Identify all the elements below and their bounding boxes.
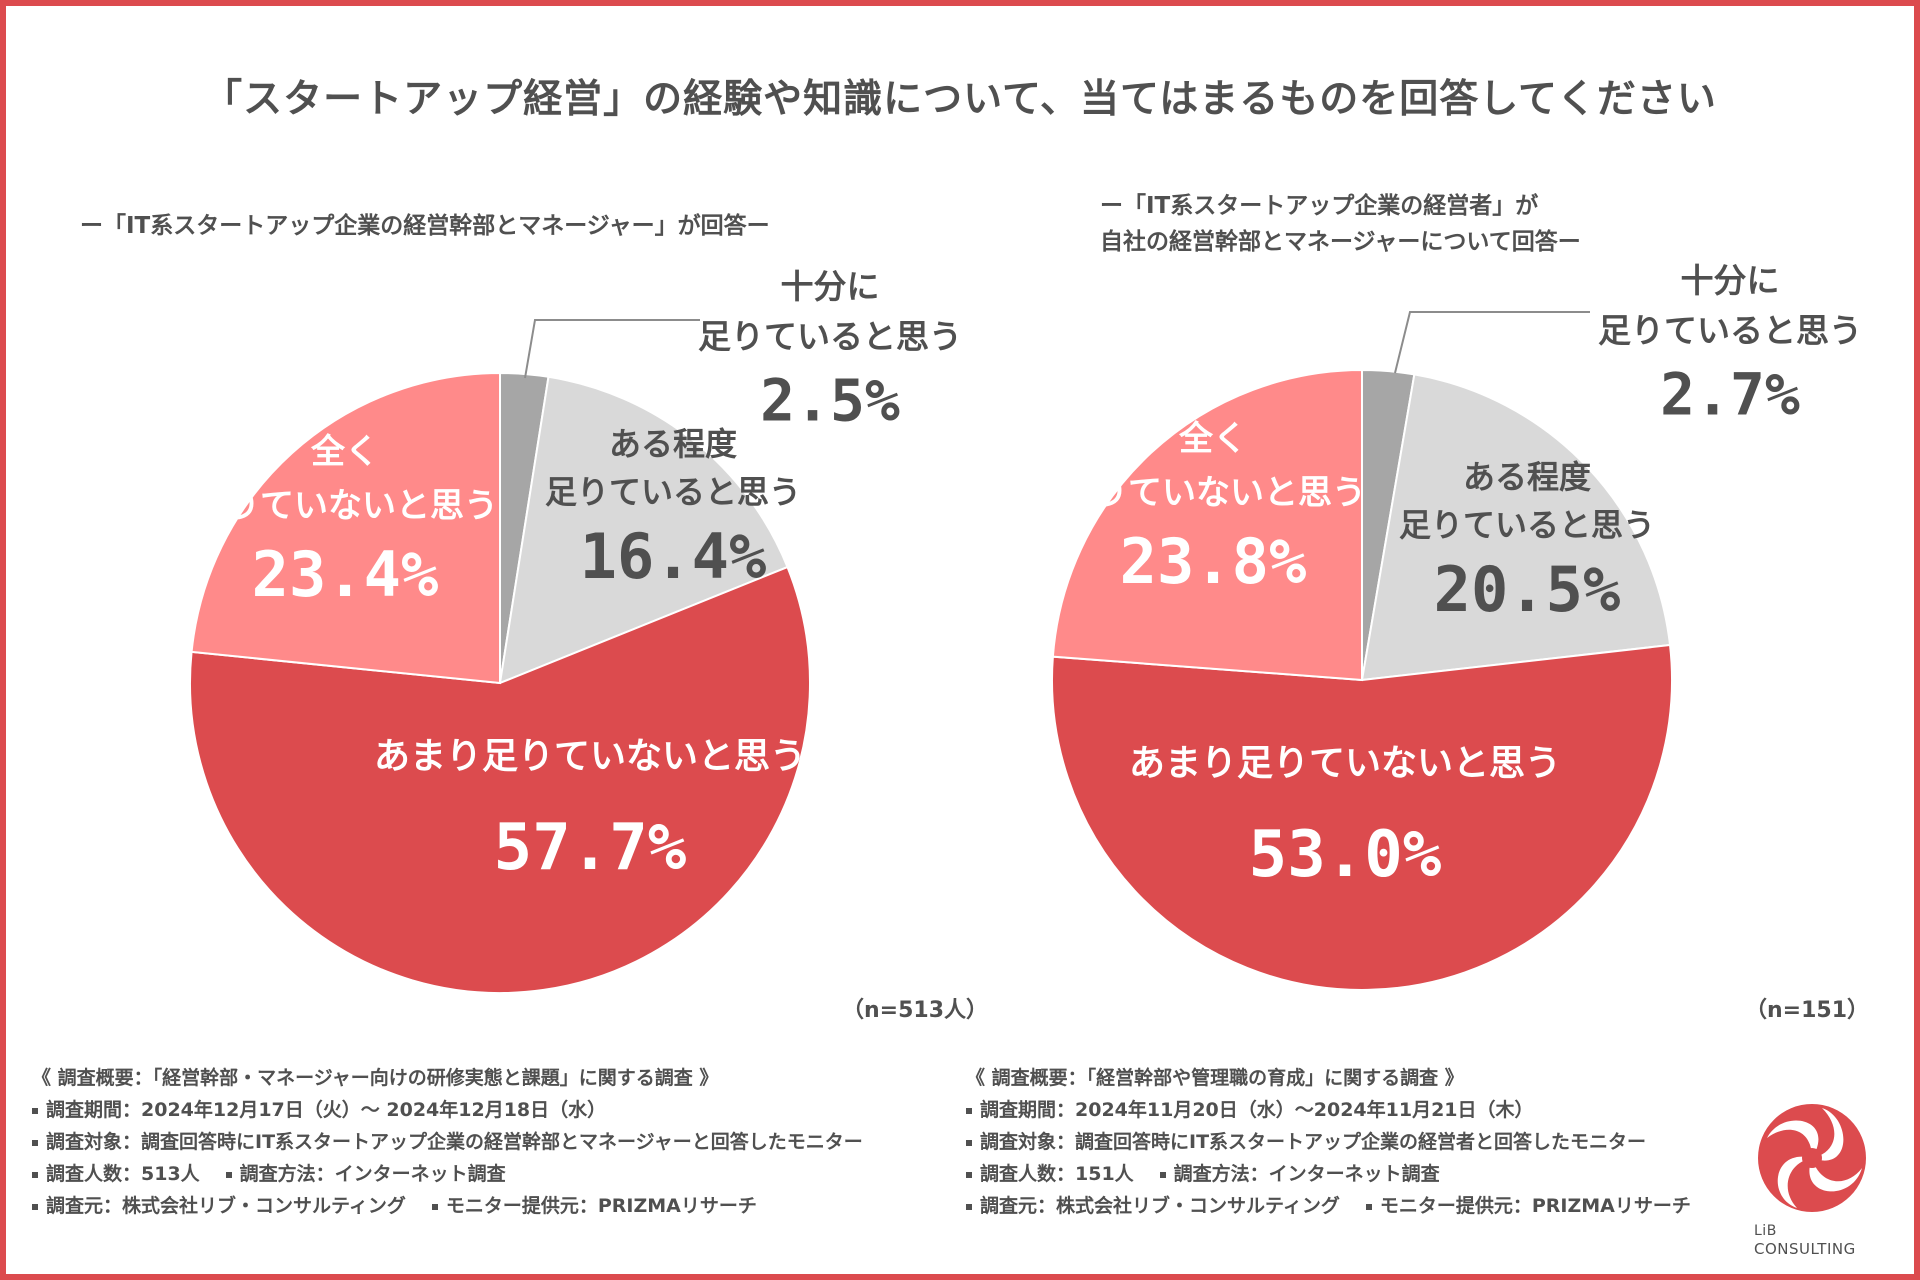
- survey-method: 調査方法：インターネット調査: [1173, 1163, 1440, 1185]
- bullet-icon: [966, 1203, 972, 1210]
- slice-label-text: 全く: [1178, 419, 1247, 459]
- survey-count: 調査人数：151人: [980, 1163, 1134, 1185]
- leader-line: [1394, 311, 1590, 374]
- slice-value-not-much: 57.7%: [494, 811, 687, 885]
- slice-label-text: ある程度: [1463, 458, 1591, 496]
- bullet-icon: [966, 1107, 972, 1114]
- survey-period: 調査期間：2024年11月20日（水）～2024年11月21日（木）: [980, 1099, 1534, 1121]
- slice-label-text: 足りていないと思う: [192, 486, 498, 526]
- survey-heading: 《 調査概要：「経営幹部や管理職の育成」に関する調査 》: [966, 1067, 1464, 1089]
- bullet-icon: [1159, 1171, 1166, 1178]
- slice-label-text: 足りていると思う: [698, 317, 962, 356]
- bullet-icon: [1365, 1203, 1372, 1210]
- bullet-icon: [32, 1171, 38, 1178]
- bullet-icon: [966, 1139, 972, 1146]
- bullet-icon: [32, 1139, 38, 1146]
- survey-period: 調査期間：2024年12月17日（火）～ 2024年12月18日（水）: [46, 1099, 607, 1121]
- right-survey-summary: 《 調査概要：「経営幹部や管理職の育成」に関する調査 》 調査期間：2024年1…: [966, 1062, 1746, 1222]
- logo-text-consulting: CONSULTING: [1754, 1240, 1856, 1258]
- slice-value-somewhat: 20.5%: [1434, 553, 1621, 626]
- bullet-icon: [32, 1203, 38, 1210]
- slice-label-text: 足りていると思う: [545, 473, 801, 511]
- slice-label-not-much: あまり足りていないと思う 53.0%: [1129, 743, 1561, 892]
- right-chart-subtitle: ー「IT系スタートアップ企業の経営者」が 自社の経営幹部とマネージャーについて回…: [1100, 188, 1581, 260]
- slice-label-text: 十分に: [1681, 261, 1780, 300]
- slice-label-text: 足りていると思う: [1598, 311, 1862, 350]
- slice-value-not-at-all: 23.8%: [1120, 525, 1307, 598]
- left-chart-subtitle: ー「IT系スタートアップ企業の経営幹部とマネージャー」が回答ー: [80, 208, 770, 244]
- bullet-icon: [431, 1203, 438, 1210]
- bullet-icon: [966, 1171, 972, 1178]
- logo-text-lib: LiB: [1754, 1223, 1777, 1239]
- pie-chart-2: 十分に足りていると思う2.7%ある程度足りていると思う20.5%あまり足りていな…: [1051, 261, 1862, 991]
- survey-source-row: 調査元：株式会社リブ・コンサルティング モニター提供元：PRIZMAリサーチ: [32, 1190, 932, 1222]
- right-subtitle-line-2: 自社の経営幹部とマネージャーについて回答ー: [1100, 229, 1581, 255]
- slice-value-not-at-all: 23.4%: [252, 538, 439, 611]
- slice-label-text: ある程度: [609, 425, 737, 463]
- left-survey-summary: 《 調査概要：「経営幹部・マネージャー向けの研修実態と課題」に関する調査 》 調…: [32, 1062, 932, 1222]
- pie-slice-not-at-all: [1051, 368, 1363, 682]
- slice-value-not-much: 53.0%: [1249, 818, 1442, 892]
- slice-value-enough: 2.5%: [760, 367, 900, 435]
- pie-slice-not-much: [1051, 643, 1673, 991]
- survey-method: 調査方法：インターネット調査: [239, 1163, 506, 1185]
- survey-count-row: 調査人数：513人 調査方法：インターネット調査: [32, 1158, 932, 1190]
- leader-line: [524, 319, 700, 379]
- survey-target: 調査対象：調査回答時にIT系スタートアップ企業の経営者と回答したモニター: [980, 1131, 1647, 1153]
- slice-label-text: 足りていると思う: [1399, 506, 1655, 544]
- survey-period-row: 調査期間：2024年12月17日（火）～ 2024年12月18日（水）: [32, 1094, 932, 1126]
- left-subtitle-line: ー「IT系スタートアップ企業の経営幹部とマネージャー」が回答ー: [80, 213, 770, 239]
- right-sample-size: （n=151）: [1745, 998, 1870, 1023]
- slice-label-text: 全く: [310, 432, 379, 472]
- pie-slice-not-at-all: [190, 371, 501, 685]
- survey-source-row: 調査元：株式会社リブ・コンサルティング モニター提供元：PRIZMAリサーチ: [966, 1190, 1746, 1222]
- right-subtitle-line-1: ー「IT系スタートアップ企業の経営者」が: [1100, 193, 1539, 219]
- bullet-icon: [32, 1107, 38, 1114]
- left-sample-size: （n=513人）: [842, 998, 989, 1023]
- slice-value-somewhat: 16.4%: [580, 520, 767, 593]
- lib-consulting-logo-icon: [1758, 1104, 1866, 1212]
- survey-provider: モニター提供元：PRIZMAリサーチ: [1379, 1195, 1691, 1217]
- slice-value-enough: 2.7%: [1660, 361, 1800, 429]
- survey-provider: モニター提供元：PRIZMAリサーチ: [445, 1195, 757, 1217]
- survey-target-row: 調査対象：調査回答時にIT系スタートアップ企業の経営者と回答したモニター: [966, 1126, 1746, 1158]
- slice-label-text: 足りていないと思う: [1060, 473, 1366, 513]
- survey-target: 調査対象：調査回答時にIT系スタートアップ企業の経営幹部とマネージャーと回答した…: [46, 1131, 863, 1153]
- survey-count: 調査人数：513人: [46, 1163, 200, 1185]
- survey-count-row: 調査人数：151人 調査方法：インターネット調査: [966, 1158, 1746, 1190]
- survey-target-row: 調査対象：調査回答時にIT系スタートアップ企業の経営幹部とマネージャーと回答した…: [32, 1126, 932, 1158]
- slice-label-text: あまり足りていないと思う: [1129, 743, 1561, 784]
- slice-label-text: 十分に: [781, 267, 880, 306]
- page-title: 「スタートアップ経営」の経験や知識について、当てはまるものを回答してください: [203, 77, 1717, 122]
- survey-heading: 《 調査概要：「経営幹部・マネージャー向けの研修実態と課題」に関する調査 》: [32, 1067, 719, 1089]
- slice-label-not-much: あまり足りていないと思う 57.7%: [374, 736, 806, 885]
- survey-source: 調査元：株式会社リブ・コンサルティング: [46, 1195, 406, 1217]
- slice-label-text: あまり足りていないと思う: [374, 736, 806, 777]
- bullet-icon: [225, 1171, 232, 1178]
- pie-slice-somewhat: [1360, 373, 1672, 682]
- pie-slice-somewhat: [498, 375, 789, 685]
- pie-chart-1: 十分に足りていると思う2.5%ある程度足りていると思う16.4%あまり足りていな…: [189, 267, 962, 994]
- survey-period-row: 調査期間：2024年11月20日（水）～2024年11月21日（木）: [966, 1094, 1746, 1126]
- survey-source: 調査元：株式会社リブ・コンサルティング: [980, 1195, 1340, 1217]
- pie-slice-not-much: [189, 565, 811, 994]
